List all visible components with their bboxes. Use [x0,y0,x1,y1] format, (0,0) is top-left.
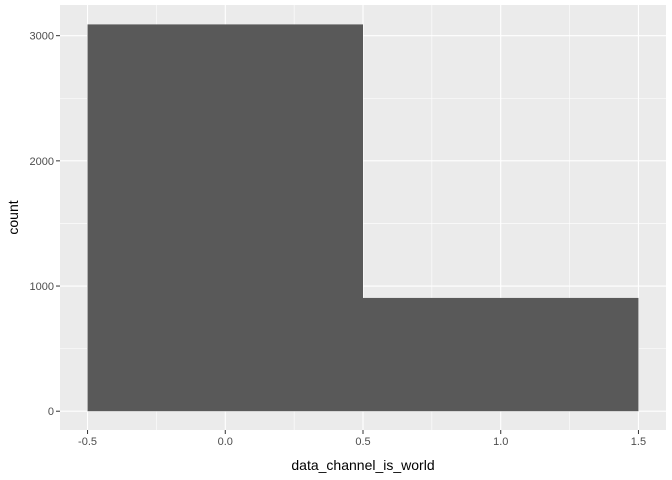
y-tick-label: 0 [48,406,54,418]
histogram-bars [87,24,639,412]
y-axis-ticks: 0 1000 2000 3000 [30,31,60,418]
histogram-bar-2 [363,297,639,412]
y-tick-label: 3000 [30,31,54,43]
x-axis-title: data_channel_is_world [291,457,434,473]
x-tick-label: -0.5 [78,436,97,448]
x-tick-label: 0.0 [218,436,233,448]
x-axis-ticks: -0.5 0.0 0.5 1.0 1.5 [78,430,646,448]
y-tick-label: 2000 [30,156,54,168]
x-tick-label: 1.5 [631,436,646,448]
y-axis-title: count [5,200,21,234]
histogram-bar-1 [87,24,363,412]
y-tick-label: 1000 [30,281,54,293]
x-tick-label: 0.5 [355,436,370,448]
x-tick-label: 1.0 [493,436,508,448]
